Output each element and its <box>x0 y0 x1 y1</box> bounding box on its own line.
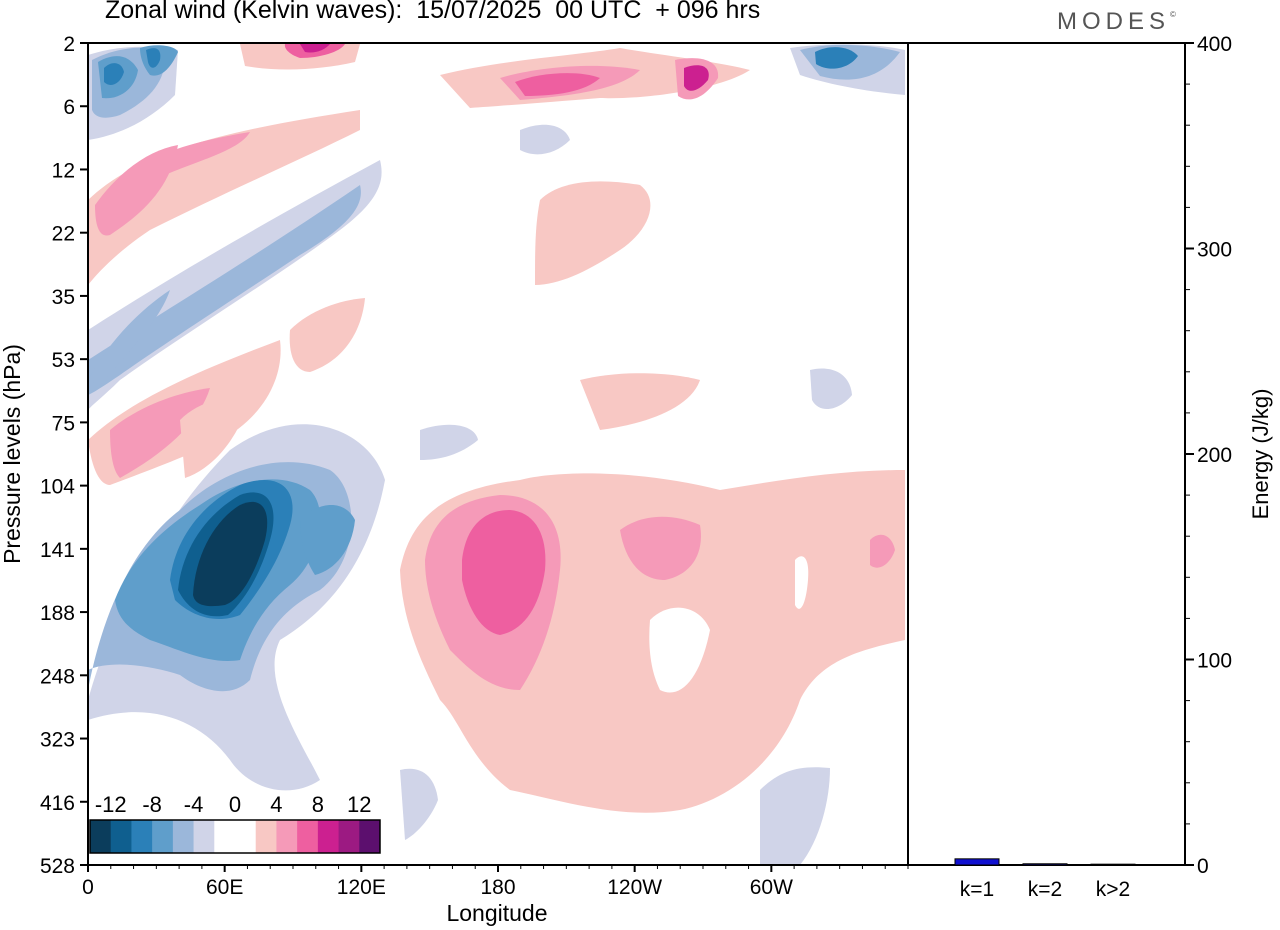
colorbar: -12 -8 -4 0 4 8 12 <box>89 792 381 854</box>
colorbar-swatch <box>152 820 174 853</box>
energy-bar <box>1022 863 1068 866</box>
contour-region <box>580 373 700 430</box>
colorbar-label: -8 <box>142 792 162 817</box>
y-tick-label: 528 <box>40 855 75 878</box>
chart-title: Zonal wind (Kelvin waves): 15/07/2025 00… <box>105 0 761 24</box>
energy-category-label: k>2 <box>1096 878 1130 901</box>
energy-tick-label: 300 <box>1197 239 1232 262</box>
colorbar-swatch <box>235 820 257 853</box>
contour-region <box>620 516 701 580</box>
energy-tick-label: 100 <box>1197 650 1232 673</box>
energy-bar <box>1090 863 1136 866</box>
energy-panel: 0 100 200 300 400 Energy (J/kg) k=1 k=2 k>2 <box>908 33 1273 901</box>
y-tick-label: 248 <box>40 665 75 688</box>
contour-region <box>88 185 361 395</box>
colorbar-swatch <box>90 820 112 853</box>
contour-region <box>870 534 895 568</box>
colorbar-swatch <box>338 820 360 853</box>
contour-region <box>462 510 546 635</box>
contour-region <box>815 47 858 69</box>
colorbar-label: 12 <box>347 792 371 817</box>
contour-region <box>420 424 478 460</box>
modes-logo: MODES© <box>1057 8 1176 35</box>
y-tick-label: 141 <box>40 539 75 562</box>
x-axis: 0 60E 120E 180 120W 60W Longitude <box>82 865 909 926</box>
y-tick-label: 188 <box>40 602 75 625</box>
y-tick-label: 22 <box>52 223 75 246</box>
contour-region <box>146 48 161 68</box>
energy-bar <box>954 858 1000 866</box>
contour-region <box>300 505 355 575</box>
contour-region <box>760 767 830 865</box>
x-axis-label: Longitude <box>446 900 547 926</box>
contour-region <box>88 290 170 385</box>
x-tick-label: 60W <box>750 876 793 899</box>
colorbar-label: -12 <box>95 792 127 817</box>
y-tick-label: 416 <box>40 792 75 815</box>
energy-tick-label: 0 <box>1197 855 1209 878</box>
energy-tick-label: 200 <box>1197 444 1232 467</box>
contour-region <box>150 132 250 175</box>
y-tick-label: 35 <box>52 286 75 309</box>
contour-region <box>400 768 438 840</box>
contour-region <box>95 145 178 236</box>
energy-tick-label: 400 <box>1197 33 1232 56</box>
contour-region <box>104 63 124 85</box>
x-tick-label: 60E <box>206 876 243 899</box>
colorbar-label: -4 <box>184 792 204 817</box>
x-tick-label: 120W <box>607 876 662 899</box>
y-axis: 2 6 12 22 35 53 75 104 141 188 248 323 416 528 Pressur… <box>0 33 88 878</box>
colorbar-swatch <box>255 820 277 853</box>
energy-axis-label: Energy (J/kg) <box>1248 389 1273 520</box>
colorbar-swatch <box>193 820 215 853</box>
contour-region <box>684 65 709 91</box>
contour-region <box>535 181 651 285</box>
colorbar-swatch <box>172 820 195 853</box>
contour-gap <box>795 556 809 609</box>
y-tick-label: 53 <box>52 349 75 372</box>
contour-region <box>515 73 600 96</box>
y-tick-label: 75 <box>52 412 75 435</box>
energy-category-label: k=2 <box>1028 878 1062 901</box>
colorbar-label: 8 <box>312 792 324 817</box>
colorbar-border <box>89 819 381 854</box>
colorbar-label: 4 <box>270 792 282 817</box>
y-axis-label: Pressure levels (hPa) <box>0 344 25 564</box>
colorbar-swatch <box>110 820 132 853</box>
x-tick-label: 180 <box>480 876 515 899</box>
y-tick-label: 323 <box>40 729 75 752</box>
y-tick-label: 104 <box>40 476 75 499</box>
colorbar-label: 0 <box>229 792 241 817</box>
contour-region <box>110 388 210 478</box>
contour-region <box>88 110 360 285</box>
contour-region <box>810 368 852 410</box>
y-tick-label: 6 <box>63 96 75 119</box>
x-tick-label: 0 <box>82 876 94 899</box>
colorbar-swatch <box>317 820 340 853</box>
contour-region <box>180 395 250 478</box>
x-tick-label: 120E <box>337 876 386 899</box>
wind-field <box>88 43 905 865</box>
colorbar-swatch <box>297 820 319 853</box>
contour-region <box>520 124 570 155</box>
colorbar-swatch <box>214 820 236 853</box>
energy-category-label: k=1 <box>960 878 994 901</box>
colorbar-swatch <box>276 820 298 853</box>
contour-region <box>289 298 365 372</box>
y-tick-label: 12 <box>52 159 75 182</box>
logo-text: MODES <box>1057 8 1171 35</box>
contour-region <box>300 44 330 53</box>
y-tick-label: 2 <box>63 33 75 56</box>
contour-region <box>193 501 268 607</box>
colorbar-swatch <box>359 820 381 853</box>
contour-gap <box>649 607 710 693</box>
colorbar-swatch <box>131 820 153 853</box>
